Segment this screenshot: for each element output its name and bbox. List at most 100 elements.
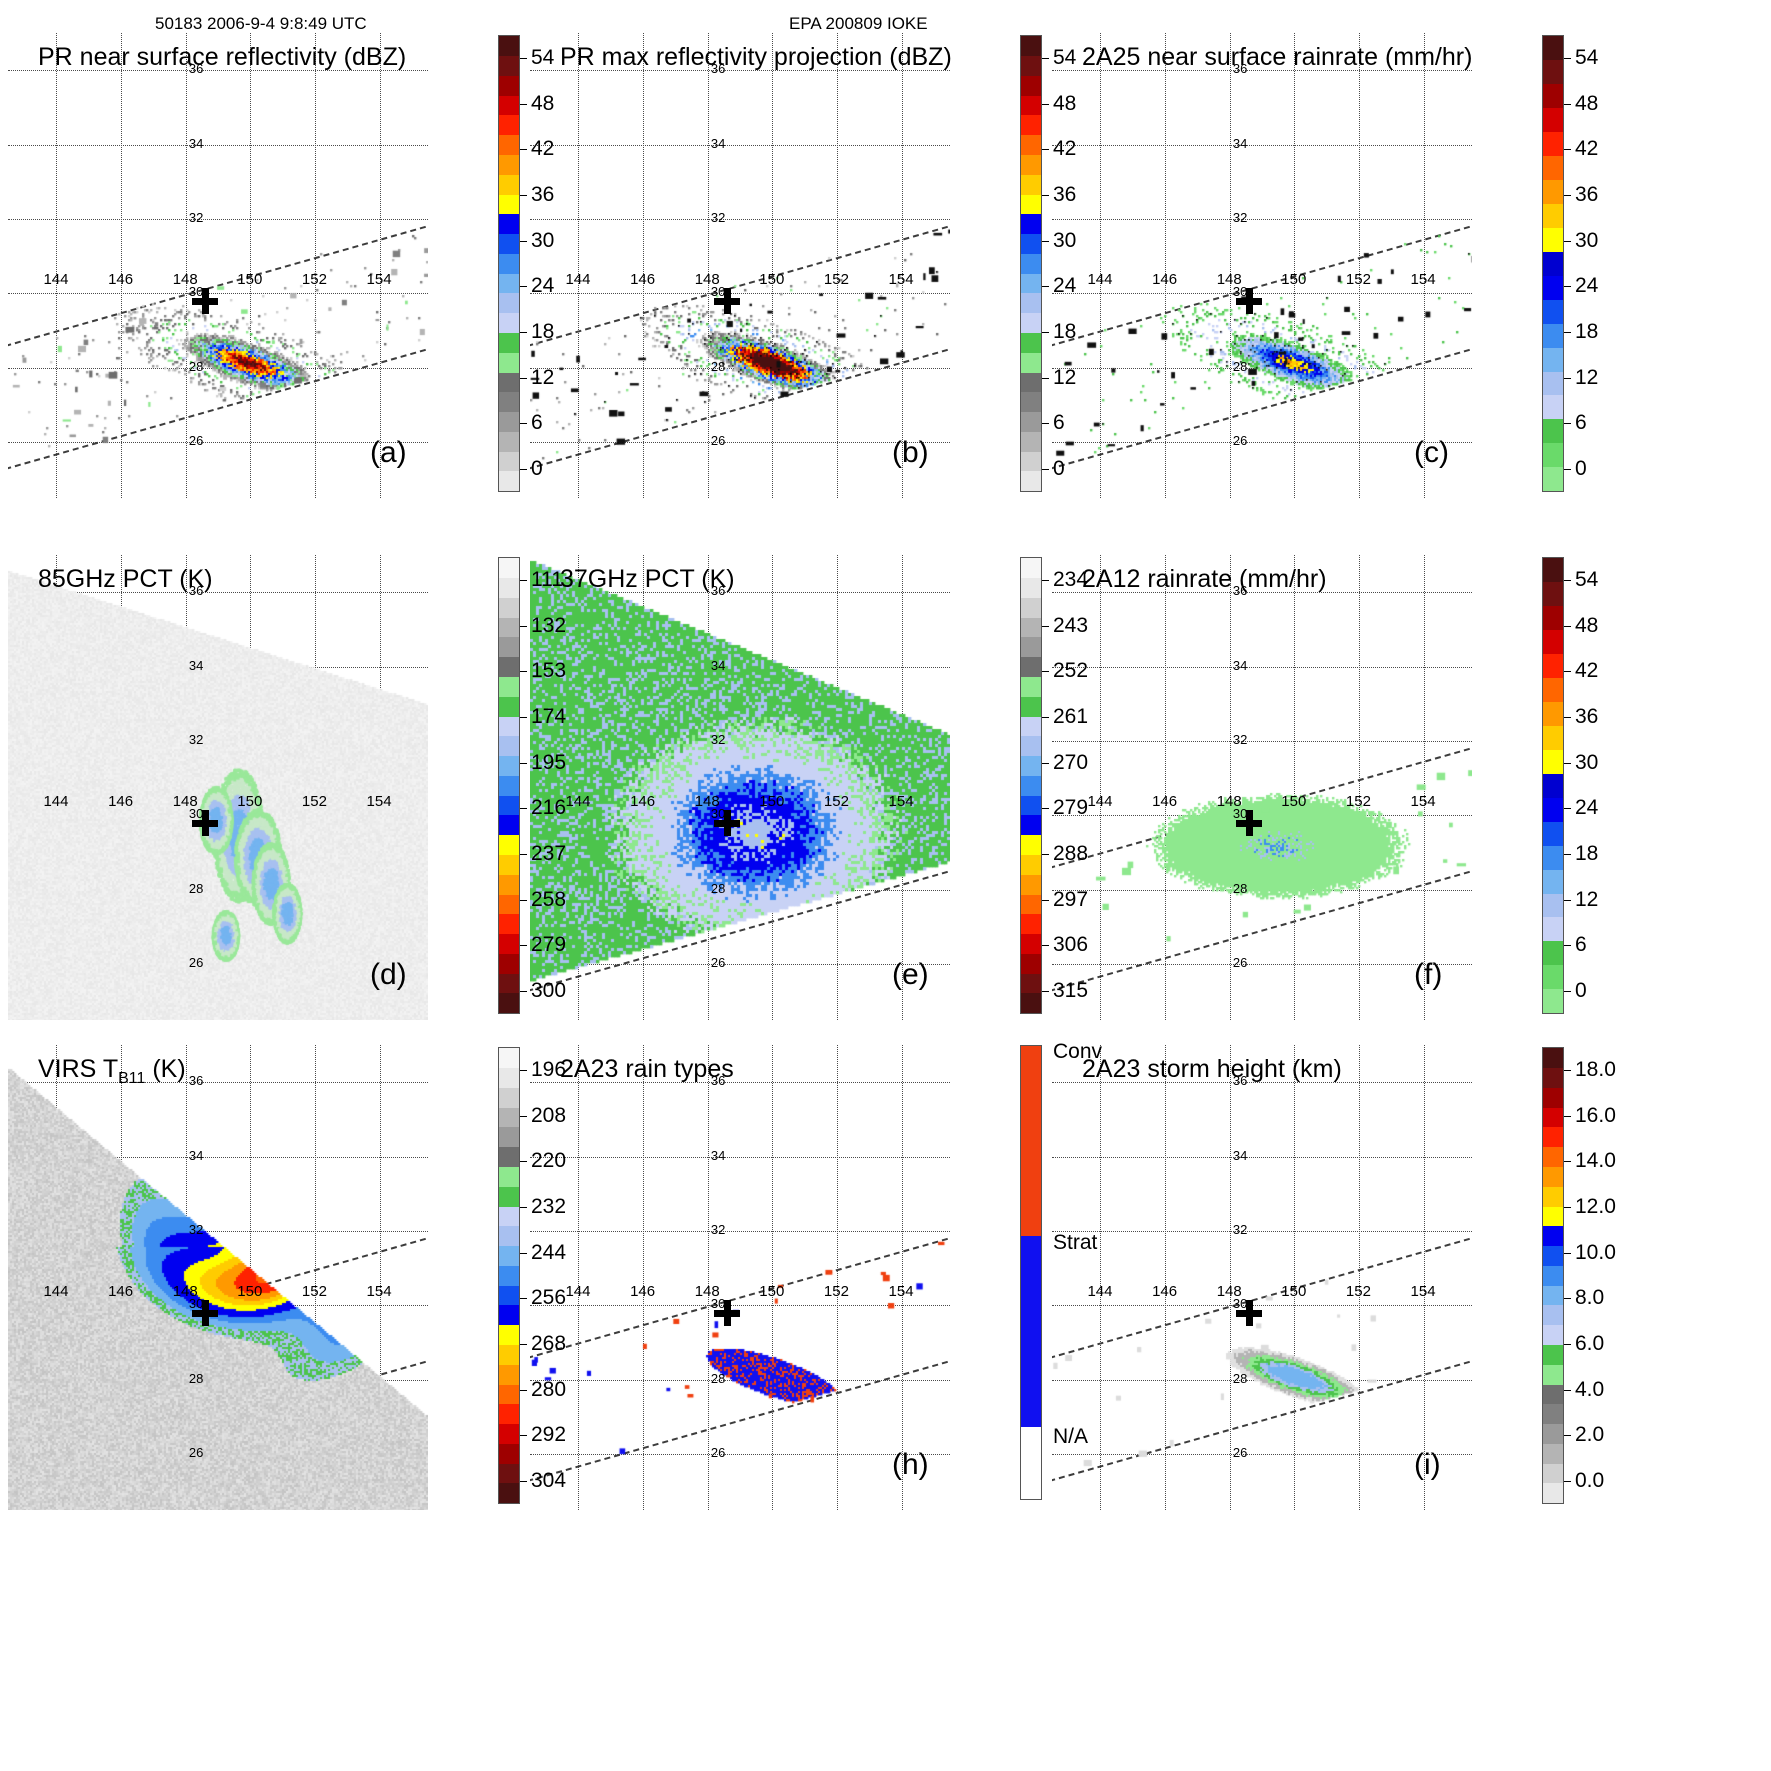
colorbar-tick-label: 54 [531,45,555,69]
colorbar-segment [499,154,519,175]
lon-tick-label: 150 [759,271,785,289]
colorbar-a[interactable]: 54 48 42 36 30 24 18 12 6 0 [498,35,554,492]
colorbar-b[interactable]: 54 48 42 36 30 24 18 12 6 0 [1020,35,1076,492]
plot-area-f[interactable]: 144 146 148 150 152 154 26 28 30 32 34 36 [1052,555,1472,1020]
panel-title-subscript: B11 [118,1070,146,1087]
colorbar-h[interactable]: Conv Strat N/A [1020,1040,1102,1500]
colorbar-tick [520,103,527,105]
colorbar-tick [1564,1161,1571,1163]
panel-h: 144 146 148 150 152 154 26 28 30 32 34 36 2A23 rain … [530,1040,1112,1510]
colorbar-segment [1543,203,1563,228]
colorbar-tick [1564,423,1571,425]
colorbar-d[interactable]: 111 132 153 174 195 216 237 258 279 300 [498,557,566,1014]
panel-letter-c: (c) [1414,436,1449,469]
colorbar-segment [1543,1166,1563,1187]
colorbar-tick-label: 12.0 [1575,1194,1616,1218]
plot-area-d[interactable]: 144 146 148 150 152 154 26 28 30 32 34 36 [8,555,428,1020]
colorbar-segment [1543,1423,1563,1444]
colorbar-tick-label: 10.0 [1575,1240,1616,1264]
colorbar-segment [1021,273,1041,294]
colorbar-segment [1021,577,1041,598]
colorbar-tick-label: 0.0 [1575,1469,1605,1493]
lat-tick-label: 26 [710,433,726,449]
lat-tick-label: 34 [1232,657,1248,673]
plot-area-h[interactable]: 144 146 148 150 152 154 26 28 30 32 34 36 [530,1045,950,1510]
lat-tick-label: 36 [188,583,204,599]
colorbar-segment [1543,1067,1563,1088]
colorbar-segment [1543,941,1563,966]
colorbar-tick-label: 24 [1575,274,1599,298]
lon-tick-label: 150 [1281,1283,1307,1301]
colorbar-tick-label: 54 [1575,45,1599,69]
plot-area-g[interactable]: 144 146 148 150 152 154 26 28 30 32 34 36 [8,1045,428,1510]
colorbar-segment [1021,392,1041,413]
data-field-e [530,555,950,1020]
lat-tick-label: 28 [1232,1370,1248,1386]
plot-area-c[interactable]: 144 146 148 150 152 154 26 28 30 32 34 36 [1052,33,1472,498]
colorbar-tick [520,1298,527,1300]
colorbar-tick-label: 18 [1053,320,1077,344]
lon-tick-label: 144 [1087,271,1113,289]
lon-tick-label: 146 [108,1283,134,1301]
colorbar-segment [499,293,519,314]
colorbar-tick [520,286,527,288]
panel-title-f: 2A12 rainrate (mm/hr) [1082,565,1327,593]
colorbar-tick [520,377,527,379]
lat-tick-label: 30 [1232,284,1248,300]
lat-tick-label: 36 [710,1073,726,1089]
colorbar-segment [1021,214,1041,235]
colorbar-tick-label: 48 [1575,613,1599,637]
colorbar-tick-label: 258 [531,887,567,911]
plot-area-a[interactable]: 144 146 148 150 152 154 26 28 30 32 34 36 [8,33,428,498]
colorbar-segment [499,1364,519,1385]
colorbar-tick-label: 195 [531,750,567,774]
colorbar-tick [1564,625,1571,627]
plot-area-e[interactable]: 144 146 148 150 152 154 26 28 30 32 34 36 [530,555,950,1020]
colorbar-tick [1042,716,1049,718]
colorbar-tick-label: 42 [531,137,555,161]
lat-tick-label: 36 [710,583,726,599]
colorbar-tick [1564,1298,1571,1300]
colorbar-segment [499,1423,519,1444]
colorbar-g[interactable]: 196 208 220 232 244 256 268 280 292 304 [498,1047,566,1504]
panel-e: 144 146 148 150 152 154 26 28 30 32 34 36 37GHz PCT … [530,555,1112,1020]
colorbar-segment [1543,323,1563,348]
colorbar-segment [1021,637,1041,658]
lon-tick-label: 150 [1281,793,1307,811]
colorbar-tick-label: 36 [531,182,555,206]
colorbar-segment [1543,653,1563,678]
lon-tick-label: 152 [1345,1283,1371,1301]
lat-tick-label: 34 [710,657,726,673]
colorbar-tick-label: 16.0 [1575,1103,1616,1127]
colorbar-segment [1543,155,1563,180]
colorbar-segment [1543,371,1563,396]
colorbar-segment [1021,874,1041,895]
colorbar-f[interactable]: 54 48 42 36 30 24 18 12 6 0 [1542,557,1598,1014]
colorbar-tick-label: 18.0 [1575,1057,1616,1081]
lat-tick-label: 34 [188,1147,204,1163]
lat-tick-label: 28 [1232,880,1248,896]
colorbar-tick [520,854,527,856]
colorbar-segment [1543,59,1563,85]
colorbar-segment [1021,736,1041,757]
colorbar-c[interactable]: 54 48 42 36 30 24 18 12 6 0 [1542,35,1598,492]
colorbar-tick [1042,332,1049,334]
data-field-c [1052,33,1472,498]
panel-title-d: 85GHz PCT (K) [38,565,213,593]
colorbar-segment [499,1245,519,1266]
plot-area-b[interactable]: 144 146 148 150 152 154 26 28 30 32 34 36 [530,33,950,498]
colorbar-tick-label: 261 [1053,704,1089,728]
lon-tick-label: 148 [1216,793,1242,811]
colorbar-segment [1021,795,1041,816]
colorbar-segment [1543,36,1563,61]
colorbar-segment [499,953,519,974]
lat-tick-label: 34 [1232,1147,1248,1163]
colorbar-i[interactable]: 18.0 16.0 14.0 12.0 10.0 8.0 6.0 4.0 2.0 0.0 [1542,1047,1616,1504]
plot-area-i[interactable]: 144 146 148 150 152 154 26 28 30 32 34 36 [1052,1045,1472,1510]
colorbar-gradient-h [1020,1045,1042,1500]
colorbar-e[interactable]: 234 243 252 261 270 279 288 297 306 315 [1020,557,1088,1014]
colorbar-tick-label: 196 [531,1057,567,1081]
colorbar-tick [1564,194,1571,196]
colorbar-segment [499,775,519,796]
panel-letter-b: (b) [892,436,929,469]
